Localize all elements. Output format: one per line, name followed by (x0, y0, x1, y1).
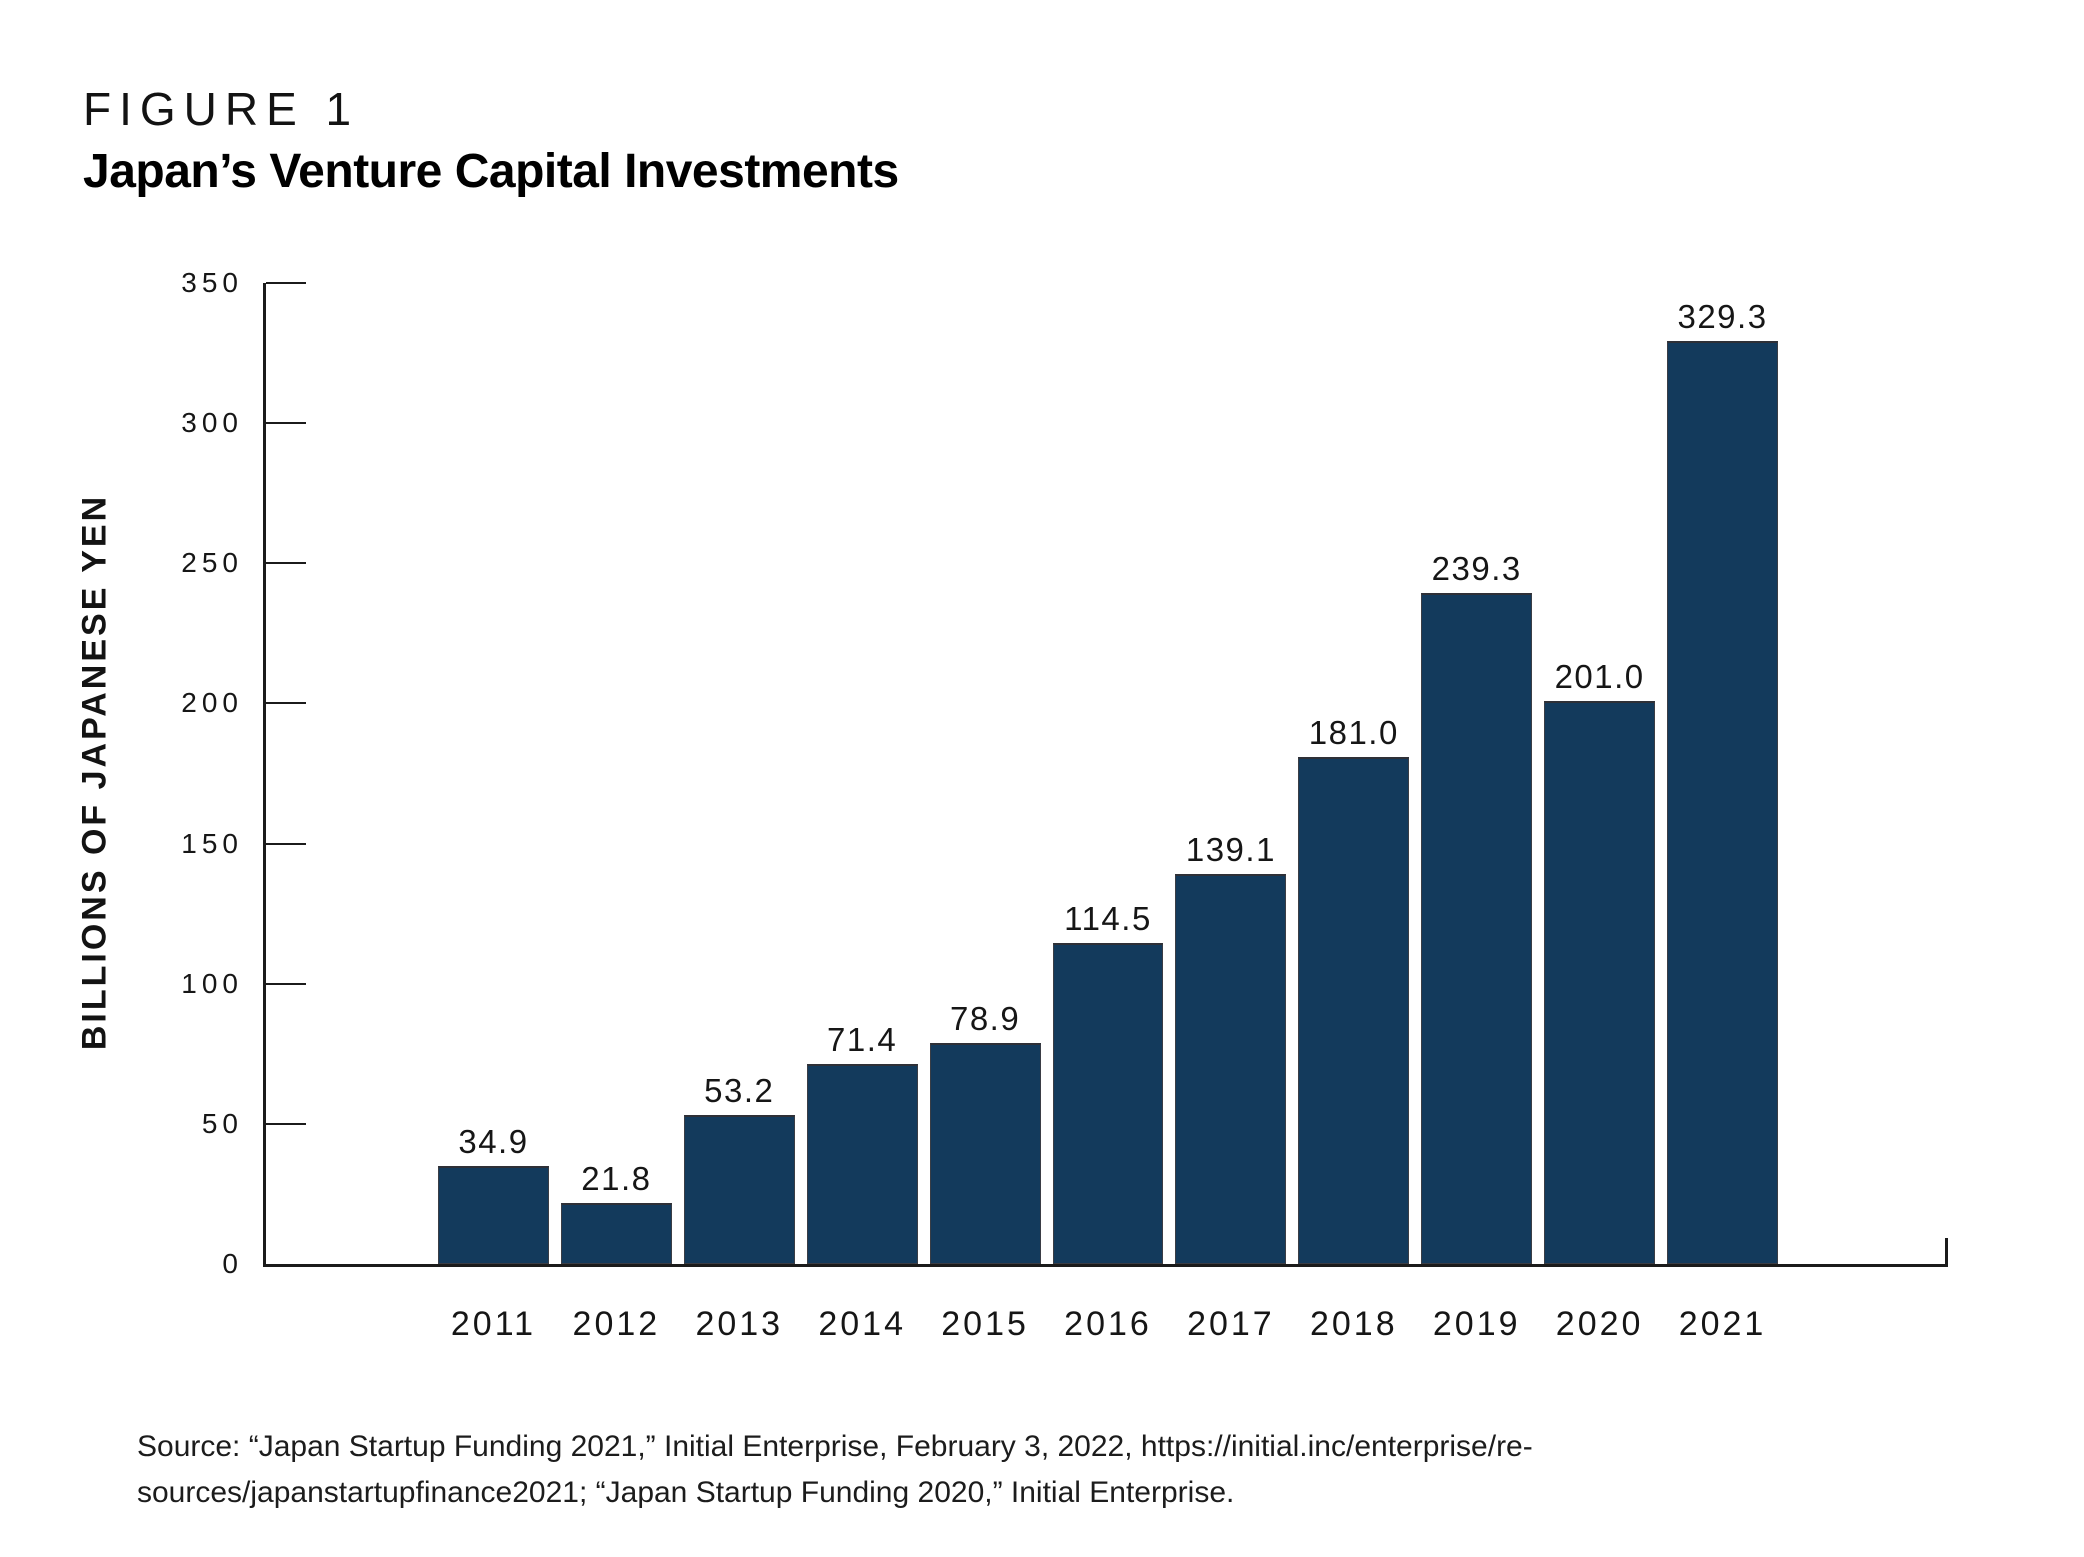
figure-number: FIGURE 1 (83, 83, 360, 135)
x-tick-label: 2011 (450, 1305, 537, 1343)
y-tick-label: 300 (181, 407, 243, 439)
y-tick-line (266, 702, 306, 705)
figure-title: Japan’s Venture Capital Investments (83, 145, 899, 198)
bar-2012: 21.8 2012 (560, 1162, 672, 1341)
bar-value-label: 139.1 (1185, 831, 1276, 869)
bar-2011: 34.9 2011 (438, 1125, 549, 1341)
bar-value-label: 21.8 (581, 1159, 652, 1197)
x-tick-label: 2021 (1678, 1305, 1767, 1343)
bar-value-label: 71.4 (827, 1020, 898, 1058)
bar-chart-plot-area: 0 50 100 150 200 250 300 350 34.9 2011 21.8 2012 53… (181, 269, 1948, 1341)
bar-value-label: 329.3 (1677, 298, 1768, 336)
y-tick-line (266, 842, 306, 845)
bar-value-label: 78.9 (949, 999, 1021, 1037)
bar-value-label: 239.3 (1431, 550, 1522, 588)
y-tick-label: 250 (181, 547, 243, 579)
y-axis-title: BILLIONS OF JAPANESE YEN (75, 493, 114, 1051)
x-tick-label: 2017 (1187, 1305, 1275, 1343)
y-tick-label: 150 (181, 827, 243, 859)
y-tick-line (266, 1122, 306, 1125)
bars-row: 34.9 2011 21.8 2012 53.2 2013 71.4 2014 78.9 2015… (438, 283, 1778, 1341)
y-tick-label: 350 (181, 267, 243, 298)
bar-2014: 71.4 2014 (806, 1023, 918, 1341)
bar-2017: 139.1 2017 (1175, 833, 1287, 1341)
x-tick-label: 2012 (572, 1305, 661, 1343)
x-tick-label: 2019 (1432, 1305, 1521, 1343)
x-tick-label: 2020 (1555, 1305, 1644, 1343)
y-tick-label: 200 (181, 687, 243, 719)
bar-value-label: 34.9 (458, 1123, 529, 1161)
x-axis-end-tick (1945, 1238, 1948, 1264)
x-tick-label: 2016 (1064, 1305, 1152, 1343)
y-tick-line (266, 422, 306, 425)
x-tick-label: 2014 (818, 1305, 906, 1343)
x-tick-label: 2015 (941, 1305, 1029, 1343)
bar-2021: 329.3 2021 (1667, 300, 1778, 1341)
x-tick-label: 2013 (695, 1305, 784, 1343)
y-tick-label: 0 (222, 1248, 243, 1279)
bar-2019: 239.3 2019 (1421, 552, 1533, 1341)
y-tick-label: 100 (181, 967, 243, 999)
bar-value-label: 114.5 (1064, 900, 1152, 938)
x-tick-label: 2018 (1309, 1305, 1398, 1343)
bar-2016: 114.5 2016 (1052, 902, 1164, 1341)
bar-2018: 181.0 2018 (1298, 716, 1410, 1341)
bar-value-label: 53.2 (704, 1071, 775, 1109)
y-tick-label: 50 (201, 1107, 243, 1139)
source-note: Source: “Japan Startup Funding 2021,” In… (137, 1430, 1533, 1509)
y-tick-line (266, 982, 306, 985)
bar-value-label: 201.0 (1554, 657, 1645, 695)
bar-2015: 78.9 2015 (929, 1002, 1041, 1341)
y-tick-line (266, 562, 306, 565)
bar-2013: 53.2 2013 (683, 1074, 795, 1341)
y-tick-line (266, 282, 306, 284)
bar-value-label: 181.0 (1308, 713, 1399, 751)
bar-2020: 201.0 2020 (1544, 660, 1656, 1341)
